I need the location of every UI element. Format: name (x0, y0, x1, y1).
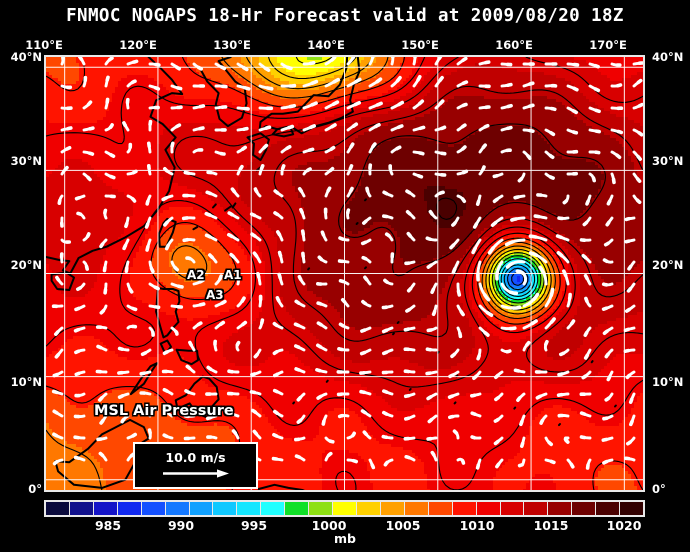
colorbar-swatch-2 (93, 502, 118, 515)
lon-label-140e: 140°E (307, 38, 345, 52)
colorbar-swatch-20 (524, 502, 549, 515)
lon-label-160e: 160°E (495, 38, 533, 52)
lat-label-left-20n: 20°N (11, 258, 42, 272)
colorbar-tick-1020: 1020 (607, 518, 642, 533)
lon-label-170e: 170°E (589, 38, 627, 52)
lon-label-130e: 130°E (213, 38, 251, 52)
wind-scale-key: 10.0 m/s (133, 442, 258, 489)
colorbar-swatch-23 (596, 502, 621, 515)
colorbar-swatch-10 (285, 502, 310, 515)
lat-label-left-30n: 30°N (11, 154, 42, 168)
colorbar-tick-1005: 1005 (386, 518, 421, 533)
colorbar-swatch-1 (69, 502, 94, 515)
lat-label-left-0: 0° (28, 482, 42, 496)
colorbar-swatch-21 (548, 502, 573, 515)
lat-label-right-30n: 30°N (652, 154, 683, 168)
colorbar-swatch-14 (380, 502, 405, 515)
colorbar-swatch-12 (333, 502, 357, 515)
colorbar-swatch-24 (620, 502, 644, 515)
colorbar-swatch-7 (213, 502, 238, 515)
colorbar-swatch-8 (237, 502, 262, 515)
colorbar-swatch-22 (572, 502, 597, 515)
colorbar-tick-990: 990 (168, 518, 194, 533)
lat-label-right-40n: 40°N (652, 50, 683, 64)
colorbar-tick-995: 995 (241, 518, 267, 533)
lat-label-right-10n: 10°N (652, 375, 683, 389)
lat-label-right-0: 0° (652, 482, 666, 496)
colorbar-swatch-16 (428, 502, 453, 515)
pressure-colorbar[interactable] (44, 500, 645, 517)
lat-label-left-10n: 10°N (11, 375, 42, 389)
colorbar-swatch-3 (117, 502, 142, 515)
colorbar-tick-1015: 1015 (534, 518, 569, 533)
page-title: FNMOC NOGAPS 18-Hr Forecast valid at 200… (0, 6, 690, 26)
colorbar-swatch-17 (452, 502, 477, 515)
colorbar-unit-label: mb (0, 531, 690, 546)
colorbar-swatch-13 (356, 502, 381, 515)
lon-label-120e: 120°E (119, 38, 157, 52)
lat-label-left-40n: 40°N (11, 50, 42, 64)
colorbar-tick-985: 985 (95, 518, 121, 533)
wind-scale-label: 10.0 m/s (165, 452, 225, 465)
right-arrow-icon (162, 469, 229, 478)
colorbar-tick-1000: 1000 (312, 518, 347, 533)
map-canvas (46, 57, 643, 490)
colorbar-tick-1010: 1010 (460, 518, 495, 533)
colorbar-swatch-0 (46, 502, 70, 515)
lon-label-150e: 150°E (401, 38, 439, 52)
colorbar-swatch-11 (309, 502, 334, 515)
lat-label-right-20n: 20°N (652, 258, 683, 272)
colorbar-swatch-6 (189, 502, 214, 515)
colorbar-swatch-4 (141, 502, 166, 515)
colorbar-swatch-19 (500, 502, 525, 515)
colorbar-swatch-18 (476, 502, 501, 515)
wind-streaks (51, 57, 643, 470)
colorbar-swatch-15 (404, 502, 429, 515)
lon-label-110e: 110°E (25, 38, 63, 52)
pressure-map[interactable]: MSL Air Pressure 10.0 m/s A1 A2 A3 (44, 55, 645, 492)
colorbar-swatch-5 (165, 502, 190, 515)
colorbar-swatch-9 (261, 502, 286, 515)
